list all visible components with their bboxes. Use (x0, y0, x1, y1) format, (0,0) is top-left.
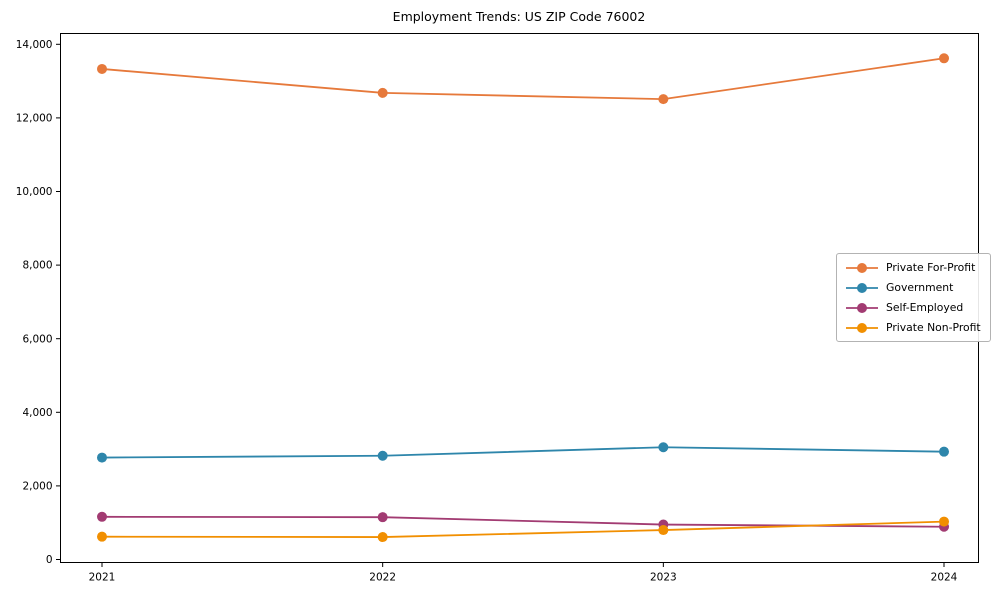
y-tick-label: 0 (46, 554, 53, 566)
y-tick-label: 4,000 (22, 407, 52, 419)
legend-marker-icon (846, 262, 878, 273)
x-tick-label: 2022 (369, 572, 396, 584)
y-tick-label: 12,000 (16, 113, 53, 125)
legend-label: Private For-Profit (886, 261, 976, 274)
data-point-self-employed (377, 512, 388, 523)
data-point-private-for-profit (97, 63, 107, 74)
series-line-private-non-profit (101, 520, 945, 538)
data-point-private-for-profit (939, 53, 950, 64)
data-point-private-non-profit (97, 531, 107, 542)
data-point-government (97, 452, 107, 463)
y-tick-label: 6,000 (22, 333, 52, 345)
data-point-government (377, 450, 388, 461)
data-point-government (658, 442, 669, 453)
chart-title: Employment Trends: US ZIP Code 76002 (392, 9, 646, 24)
data-point-private-non-profit (939, 516, 950, 527)
data-point-government (939, 446, 950, 457)
series-line-government (101, 446, 945, 459)
legend-marker-icon (846, 302, 878, 313)
legend-item-government: Government (845, 281, 981, 294)
data-point-self-employed (97, 511, 107, 522)
data-point-private-for-profit (658, 94, 669, 105)
legend-marker-icon (846, 322, 878, 333)
y-tick-label: 2,000 (22, 481, 52, 493)
y-tick-label: 10,000 (16, 186, 53, 198)
legend-item-self-employed: Self-Employed (845, 301, 981, 314)
data-point-private-non-profit (658, 525, 669, 536)
legend-label: Government (886, 281, 954, 294)
data-point-private-for-profit (377, 87, 388, 98)
data-point-private-non-profit (377, 532, 388, 543)
legend-marker-icon (846, 282, 878, 293)
legend-label: Self-Employed (886, 301, 964, 314)
legend-item-private-non-profit: Private Non-Profit (845, 321, 981, 334)
legend: Private For-Profit Government Self-Employe… (836, 253, 991, 342)
legend-label: Private Non-Profit (886, 321, 981, 334)
y-tick-label: 8,000 (22, 260, 52, 272)
legend-item-private-for-profit: Private For-Profit (845, 261, 981, 274)
x-tick-label: 2023 (650, 572, 677, 584)
x-tick-label: 2021 (89, 572, 116, 584)
x-tick-label: 2024 (931, 572, 958, 584)
y-tick-label: 14,000 (16, 39, 53, 51)
series-line-private-for-profit (101, 57, 945, 101)
